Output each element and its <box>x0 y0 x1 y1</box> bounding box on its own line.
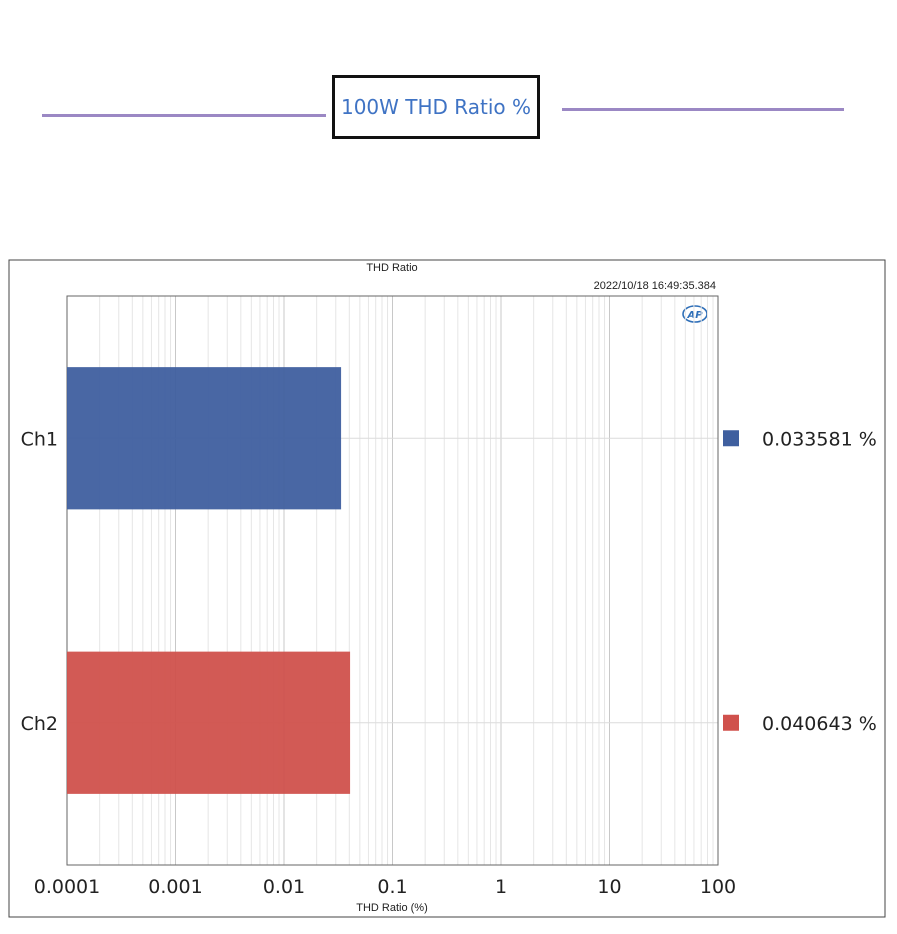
x-axis-label: THD Ratio (%) <box>356 902 428 914</box>
title-line-right <box>562 108 844 111</box>
title-line-left <box>42 114 326 117</box>
chart-timestamp: 2022/10/18 16:49:35.384 <box>594 280 716 292</box>
x-tick-label: 0.01 <box>263 876 305 898</box>
legend-swatch-ch1 <box>723 430 739 447</box>
x-tick-label: 0.001 <box>148 876 202 898</box>
chart-title: THD Ratio <box>366 262 417 274</box>
value-legend: 0.033581 % 0.040643 % <box>723 428 877 735</box>
value-label-ch2: 0.040643 % <box>762 713 877 735</box>
x-tick-label: 100 <box>700 876 736 898</box>
value-label-ch1: 0.033581 % <box>762 428 877 450</box>
page-title: 100W THD Ratio % <box>340 95 532 119</box>
x-tick-labels: 0.0001 0.001 0.01 0.1 1 10 100 <box>34 876 736 898</box>
bar-ch1 <box>67 367 342 510</box>
chart-frame <box>8 259 886 918</box>
bars: Ch1 Ch2 <box>21 367 351 794</box>
category-label-ch2: Ch2 <box>21 713 58 735</box>
category-label-ch1: Ch1 <box>21 428 58 450</box>
bar-ch2 <box>67 651 351 794</box>
x-tick-label: 10 <box>597 876 621 898</box>
x-tick-label: 0.0001 <box>34 876 100 898</box>
ap-logo-text: AP <box>686 310 703 321</box>
x-tick-label: 0.1 <box>377 876 407 898</box>
page-title-box: 100W THD Ratio % <box>332 75 540 139</box>
legend-swatch-ch2 <box>723 714 739 731</box>
x-tick-label: 1 <box>495 876 507 898</box>
plot-area <box>66 295 719 866</box>
